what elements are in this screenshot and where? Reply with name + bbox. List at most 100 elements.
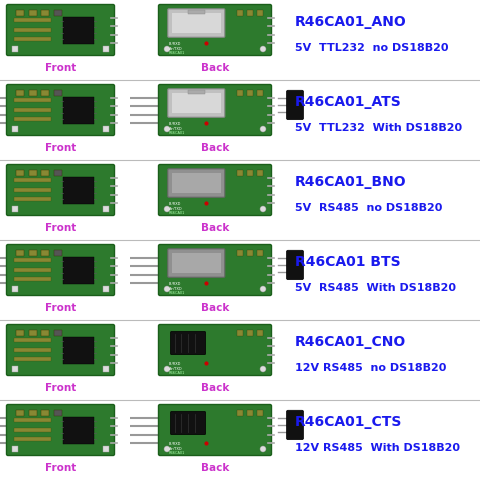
Bar bbox=[237, 170, 243, 176]
Bar bbox=[237, 250, 243, 256]
Text: R46CA01_ANO: R46CA01_ANO bbox=[295, 15, 407, 29]
Text: 5V  TTL232  With DS18B20: 5V TTL232 With DS18B20 bbox=[295, 123, 462, 133]
Bar bbox=[14, 437, 51, 441]
Text: Back: Back bbox=[201, 63, 229, 73]
Text: Back: Back bbox=[201, 223, 229, 233]
Text: Front: Front bbox=[45, 383, 76, 393]
Bar bbox=[41, 250, 49, 256]
Bar bbox=[62, 177, 94, 204]
FancyBboxPatch shape bbox=[158, 165, 272, 216]
FancyBboxPatch shape bbox=[170, 332, 205, 355]
Text: 5V  RS485  With DS18B20: 5V RS485 With DS18B20 bbox=[295, 283, 456, 293]
Text: R46CA01_CTS: R46CA01_CTS bbox=[295, 415, 402, 430]
Text: R46CA01_BNO: R46CA01_BNO bbox=[295, 175, 407, 190]
Text: B-/RXD: B-/RXD bbox=[169, 42, 181, 47]
Circle shape bbox=[260, 286, 266, 292]
Bar bbox=[14, 98, 51, 102]
Bar bbox=[237, 90, 243, 96]
Text: A+/TXD: A+/TXD bbox=[169, 367, 182, 371]
Bar bbox=[16, 170, 24, 176]
Bar bbox=[14, 338, 51, 342]
Circle shape bbox=[260, 46, 266, 52]
Bar bbox=[257, 90, 263, 96]
Bar bbox=[103, 446, 109, 452]
Bar bbox=[257, 410, 263, 416]
Circle shape bbox=[260, 126, 266, 132]
Text: B-/RXD: B-/RXD bbox=[169, 282, 181, 287]
Bar bbox=[103, 366, 109, 372]
Circle shape bbox=[164, 206, 170, 212]
FancyBboxPatch shape bbox=[168, 89, 225, 117]
Text: Front: Front bbox=[45, 223, 76, 233]
Bar bbox=[62, 16, 94, 44]
FancyBboxPatch shape bbox=[158, 84, 272, 135]
Text: A+/TXD: A+/TXD bbox=[169, 47, 182, 51]
Bar bbox=[62, 96, 94, 124]
Text: 5V  RS485  no DS18B20: 5V RS485 no DS18B20 bbox=[295, 203, 443, 213]
Text: Front: Front bbox=[45, 143, 76, 153]
FancyBboxPatch shape bbox=[7, 405, 115, 456]
Text: R46CA01 BTS: R46CA01 BTS bbox=[295, 255, 401, 269]
Bar bbox=[172, 253, 221, 273]
Bar bbox=[12, 46, 18, 52]
Circle shape bbox=[164, 46, 170, 52]
FancyBboxPatch shape bbox=[158, 4, 272, 56]
Text: A+/TXD: A+/TXD bbox=[169, 127, 182, 131]
Text: Front: Front bbox=[45, 463, 76, 473]
Bar bbox=[237, 410, 243, 416]
Text: B-/RXD: B-/RXD bbox=[169, 362, 181, 366]
Text: Back: Back bbox=[201, 303, 229, 313]
FancyBboxPatch shape bbox=[7, 324, 115, 375]
Text: A+/TXD: A+/TXD bbox=[169, 287, 182, 291]
FancyBboxPatch shape bbox=[158, 324, 272, 375]
Text: 5V  TTL232  no DS18B20: 5V TTL232 no DS18B20 bbox=[295, 43, 448, 53]
Circle shape bbox=[260, 206, 266, 212]
Text: A+/TXD: A+/TXD bbox=[169, 447, 182, 451]
Bar bbox=[14, 37, 51, 41]
Text: A+/TXD: A+/TXD bbox=[169, 207, 182, 211]
FancyBboxPatch shape bbox=[287, 250, 303, 280]
Bar bbox=[14, 188, 51, 192]
Bar bbox=[29, 330, 36, 336]
Text: R46CA01: R46CA01 bbox=[169, 451, 185, 455]
FancyBboxPatch shape bbox=[7, 84, 115, 135]
Bar bbox=[103, 46, 109, 52]
Text: 12V RS485  no DS18B20: 12V RS485 no DS18B20 bbox=[295, 363, 446, 373]
Bar bbox=[16, 90, 24, 96]
FancyBboxPatch shape bbox=[7, 165, 115, 216]
Bar bbox=[12, 126, 18, 132]
FancyBboxPatch shape bbox=[158, 405, 272, 456]
Bar bbox=[16, 330, 24, 336]
Bar bbox=[14, 348, 51, 351]
Bar bbox=[41, 410, 49, 416]
FancyBboxPatch shape bbox=[7, 4, 115, 56]
Bar bbox=[54, 10, 62, 16]
Bar bbox=[103, 206, 109, 212]
Bar bbox=[237, 10, 243, 16]
Bar bbox=[12, 366, 18, 372]
Bar bbox=[188, 90, 204, 94]
Bar bbox=[16, 410, 24, 416]
Text: Back: Back bbox=[201, 383, 229, 393]
Bar bbox=[172, 173, 221, 193]
Bar bbox=[247, 250, 253, 256]
Text: R46CA01_CNO: R46CA01_CNO bbox=[295, 336, 406, 349]
Bar bbox=[29, 250, 36, 256]
Bar bbox=[29, 10, 36, 16]
Bar bbox=[257, 10, 263, 16]
Bar bbox=[12, 206, 18, 212]
Bar bbox=[247, 170, 253, 176]
Bar bbox=[16, 10, 24, 16]
Bar bbox=[14, 197, 51, 201]
Bar bbox=[257, 170, 263, 176]
Bar bbox=[54, 170, 62, 176]
Text: Front: Front bbox=[45, 303, 76, 313]
Bar bbox=[54, 90, 62, 96]
Bar bbox=[237, 330, 243, 336]
FancyBboxPatch shape bbox=[168, 9, 225, 37]
FancyBboxPatch shape bbox=[168, 169, 225, 197]
Bar bbox=[14, 178, 51, 182]
Bar bbox=[172, 13, 221, 33]
Bar bbox=[12, 446, 18, 452]
Circle shape bbox=[260, 446, 266, 452]
